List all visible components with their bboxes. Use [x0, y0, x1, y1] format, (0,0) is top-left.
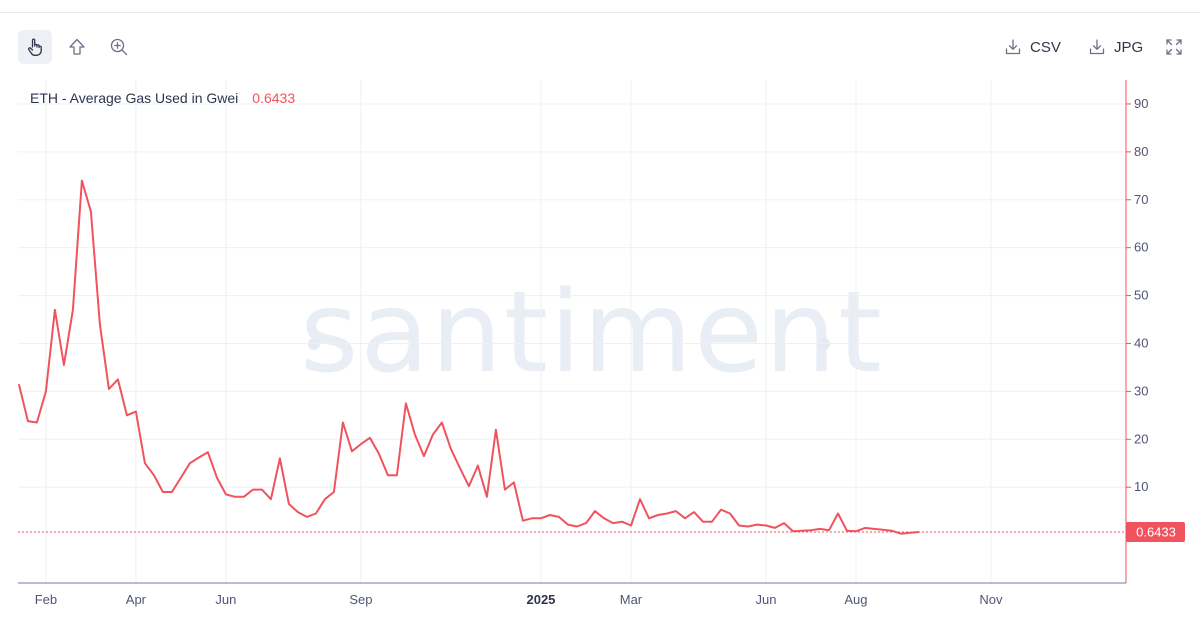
- y-tick-label: 50: [1134, 288, 1148, 303]
- arrow-up-icon: [69, 38, 85, 55]
- last-value-badge-bg: [1126, 522, 1185, 543]
- top-border: [0, 12, 1200, 13]
- x-axis-ticks: Feb Apr Jun Sep 2025 Mar Jun Aug Nov: [35, 592, 1003, 607]
- y-tick-label: 60: [1134, 240, 1148, 255]
- y-tick-label: 40: [1134, 335, 1148, 350]
- last-value-badge-label: 0.6433: [1136, 525, 1176, 540]
- grid: [18, 80, 1126, 583]
- series-line: [17, 179, 920, 535]
- zoom-in-icon: [110, 38, 128, 56]
- arrow-tool-button[interactable]: [60, 30, 94, 64]
- x-tick-label: Feb: [35, 592, 57, 607]
- watermark-dot-right: [818, 338, 830, 350]
- last-value-badge: 0.6433: [1126, 522, 1185, 543]
- y-tick-label: 20: [1134, 431, 1148, 446]
- x-tick-label: 2025: [526, 592, 555, 607]
- hand-pointer-icon: [28, 38, 42, 56]
- x-tick-label: Aug: [844, 592, 867, 607]
- x-tick-label: Jun: [215, 592, 236, 607]
- y-tick-label: 30: [1134, 383, 1148, 398]
- x-tick-label: Nov: [979, 592, 1003, 607]
- y-tick-label: 10: [1134, 479, 1148, 494]
- csv-label: CSV: [1030, 38, 1061, 56]
- x-tick-label: Sep: [349, 592, 372, 607]
- zoom-tool-button[interactable]: [102, 30, 136, 64]
- y-tick-label: 70: [1134, 192, 1148, 207]
- y-tick-label: 90: [1134, 96, 1148, 111]
- x-tick-label: Apr: [126, 592, 147, 607]
- legend-metric-name: ETH - Average Gas Used in Gwei: [30, 90, 239, 106]
- expand-icon[interactable]: [1165, 38, 1183, 56]
- y-axis-ticks: 10 20 30 40 50 60 70 80 90: [1126, 96, 1148, 494]
- download-jpg-button[interactable]: JPG: [1088, 36, 1143, 58]
- jpg-label: JPG: [1114, 38, 1144, 56]
- x-tick-label: Mar: [620, 592, 643, 607]
- y-tick-label: 80: [1134, 144, 1148, 159]
- download-csv-button[interactable]: CSV: [1004, 36, 1061, 58]
- x-tick-label: Jun: [755, 592, 776, 607]
- download-icon: [1005, 39, 1021, 55]
- watermark-dot-left: [308, 338, 320, 350]
- download-icon: [1089, 39, 1105, 55]
- legend-metric-value: 0.6433: [252, 90, 296, 106]
- watermark: santiment: [300, 268, 884, 398]
- legend: ETH - Average Gas Used in Gwei 0.6433: [30, 90, 295, 106]
- pointer-tool-button[interactable]: [18, 30, 52, 64]
